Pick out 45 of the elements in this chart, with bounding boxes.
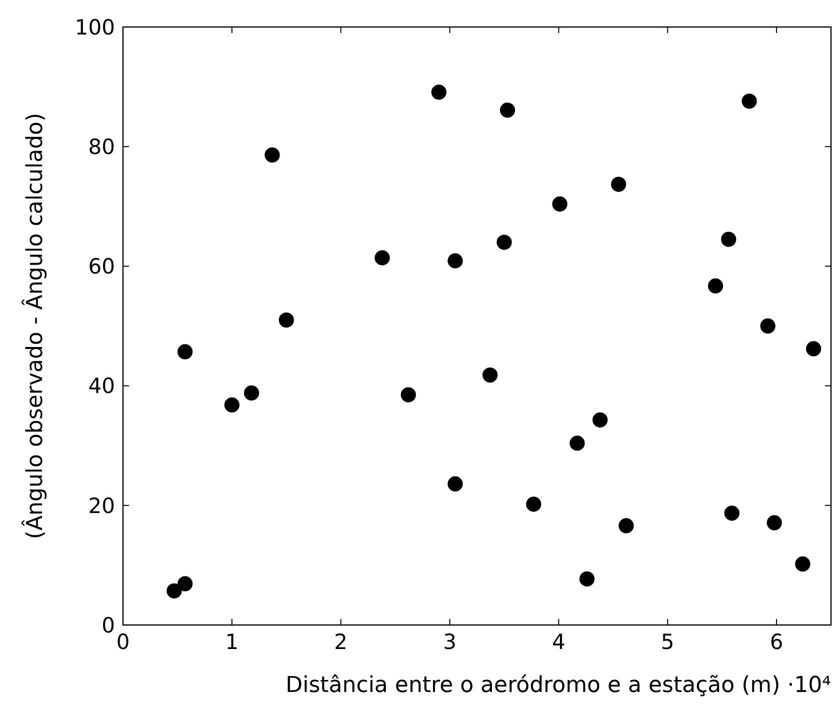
point	[552, 196, 568, 212]
x-tick-label: 4	[552, 630, 566, 654]
point	[806, 341, 822, 356]
y-tick-label: 40	[88, 374, 115, 398]
point	[579, 571, 595, 587]
point	[760, 318, 776, 334]
x-tick-label: 2	[334, 630, 348, 654]
point	[708, 278, 724, 294]
point	[496, 234, 512, 250]
point	[224, 397, 240, 412]
x-axis-title: Distância entre o aeródromo e a estação (m) ·10⁴	[286, 673, 832, 698]
x-tick-label: 1	[225, 630, 239, 654]
x-tick-label: 3	[443, 630, 456, 654]
y-tick-label: 80	[88, 134, 115, 159]
point	[264, 147, 280, 163]
point	[611, 176, 626, 192]
point	[166, 583, 182, 598]
x-tick-label: 5	[660, 630, 674, 654]
point	[742, 94, 757, 109]
point	[766, 515, 782, 530]
point	[400, 387, 416, 402]
point	[526, 496, 542, 512]
point	[431, 84, 446, 100]
point	[618, 518, 634, 534]
point	[500, 102, 516, 118]
point	[724, 506, 740, 521]
point	[178, 576, 193, 592]
point	[570, 436, 585, 451]
point	[374, 250, 390, 266]
point	[721, 232, 736, 247]
y-tick-label: 100	[74, 15, 115, 40]
y-tick-label: 20	[88, 494, 115, 518]
point	[448, 253, 463, 268]
point	[278, 312, 294, 328]
point	[592, 412, 608, 428]
point	[178, 344, 193, 360]
point	[482, 367, 498, 383]
x-tick-label: 0	[116, 630, 130, 654]
x-tick-label: 6	[770, 630, 784, 654]
y-axis-title: (Ângulo observado - Ângulo calculado)	[21, 112, 48, 540]
point	[244, 385, 260, 401]
y-tick-label: 60	[88, 254, 115, 279]
y-tick-label: 0	[102, 613, 115, 638]
point	[795, 556, 810, 572]
point	[448, 476, 463, 492]
